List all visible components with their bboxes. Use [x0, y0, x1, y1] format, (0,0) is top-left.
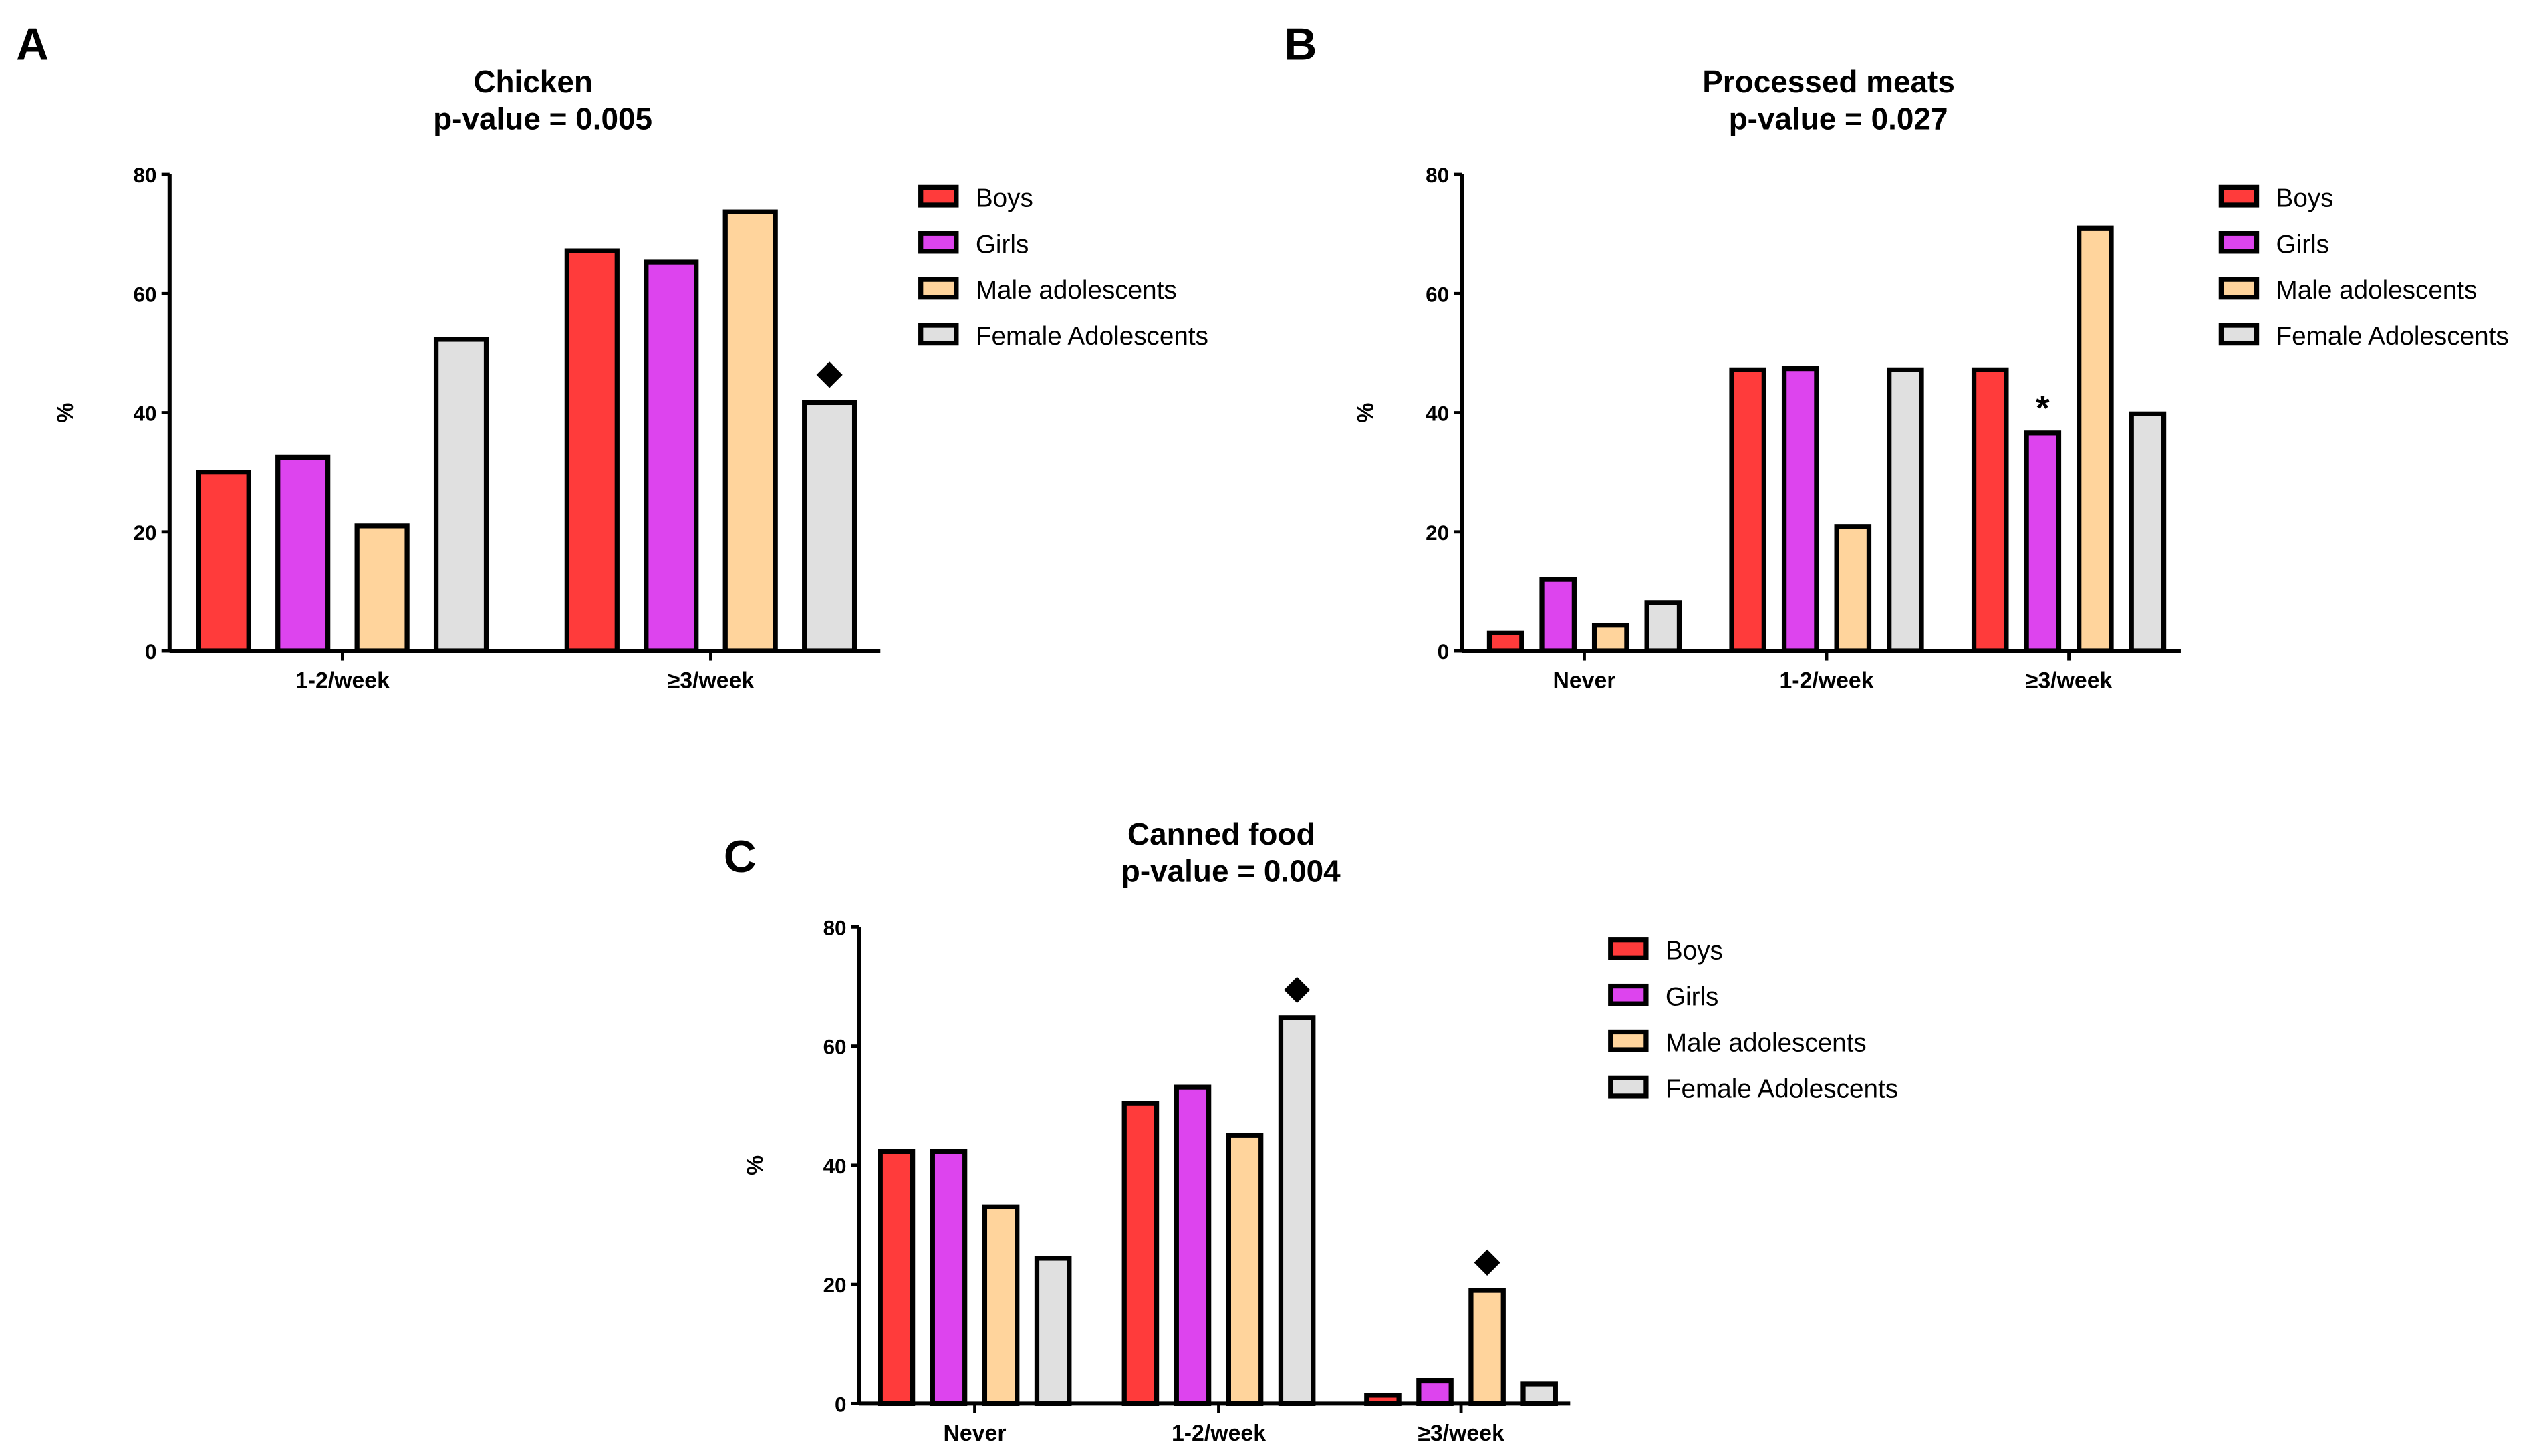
panel-c-bar-girls [930, 1149, 968, 1406]
panel-b-bar-female-adolescents [1887, 367, 1924, 653]
panel-a-legend-swatch [918, 184, 959, 208]
panel-b-y-tick-label: 80 [1426, 164, 1449, 187]
panel-b-bar-male-adolescents [1834, 524, 1872, 653]
panel-c-y-tick-label: 20 [823, 1274, 847, 1297]
panel-a-bar-boys [196, 470, 251, 653]
panel-b-legend-label: Female Adolescents [2276, 322, 2509, 351]
panel-b-bar-boys [1486, 630, 1524, 653]
panel-b-x-tick-label: ≥3/week [2026, 668, 2113, 694]
panel-c-legend-swatch [1608, 937, 1649, 960]
panel-b-legend-label: Boys [2276, 184, 2334, 212]
panel-a-bar-male-adolescents [722, 209, 778, 653]
panel-b-bar-girls [1539, 577, 1577, 653]
panel-c-legend-label: Girls [1665, 983, 1718, 1012]
panel-b-bar-girls [2024, 430, 2062, 653]
panel-a-x-tick-label: 1-2/week [295, 668, 390, 694]
panel-a-bar-boys [564, 248, 620, 653]
panel-a-significance-marker: ◆ [817, 354, 843, 390]
panel-a-legend-label: Boys [976, 184, 1033, 212]
panel-c-bar-girls [1416, 1378, 1454, 1406]
panel-c-legend-label: Male adolescents [1665, 1028, 1867, 1057]
panel-a-legend-swatch [918, 323, 959, 346]
panel-b-bar-boys [1971, 367, 2009, 653]
panel-a-y-tick-label: 60 [134, 283, 157, 306]
panel-a-letter: A [16, 19, 49, 69]
panel-b-bar-female-adolescents [1644, 600, 1682, 653]
panel-a-title: Chicken [473, 64, 593, 99]
panel-b-y-tick-label: 20 [1426, 521, 1449, 545]
panel-c-bar-male-adolescents [982, 1204, 1020, 1406]
panel-c-legend-swatch [1608, 983, 1649, 1006]
panel-b-significance-marker: * [2036, 389, 2050, 428]
panel-c-bar-female-adolescents [1520, 1381, 1558, 1406]
panel-a-legend-label: Girls [976, 230, 1029, 259]
panel-b-bar-male-adolescents [2077, 225, 2114, 653]
panel-b-y-tick-label: 40 [1426, 402, 1449, 426]
panel-b-legend-swatch [2218, 323, 2260, 346]
panel-c-legend-swatch [1608, 1029, 1649, 1052]
panel-b-bar-male-adolescents [1591, 623, 1629, 653]
panel-a-bar-female-adolescents [802, 400, 857, 653]
panel-b-x-tick-label: 1-2/week [1779, 668, 1873, 694]
panel-c-bar-male-adolescents [1226, 1133, 1264, 1406]
panel-b-bar-boys [1729, 367, 1766, 653]
panel-a-x-tick-label: ≥3/week [668, 668, 755, 694]
panel-c-letter: C [724, 832, 757, 882]
panel-c-x-tick-label: ≥3/week [1418, 1421, 1504, 1446]
panel-b-subtitle: p-value = 0.027 [1729, 101, 1948, 136]
panel-c-bar-boys [1121, 1101, 1160, 1406]
panel-c-y-tick-label: 40 [823, 1155, 847, 1178]
panel-a-bar-male-adolescents [354, 523, 410, 653]
panel-c-bar-female-adolescents [1278, 1015, 1316, 1406]
panel-b-bar-female-adolescents [2129, 411, 2167, 653]
panel-c-bar-boys [1364, 1393, 1402, 1406]
panel-b-bar-girls [1781, 366, 1819, 653]
panel-a-y-tick-label: 0 [145, 640, 156, 664]
panel-a-legend-label: Male adolescents [976, 276, 1177, 305]
panel-a-y-tick-label: 20 [134, 521, 157, 545]
panel-c-bar-female-adolescents [1034, 1256, 1072, 1406]
panel-c-subtitle: p-value = 0.004 [1121, 854, 1341, 889]
panel-c-y-label: % [743, 1155, 768, 1175]
panel-a-legend-swatch [918, 231, 959, 254]
panel-b-legend-swatch [2218, 184, 2260, 208]
panel-b-legend-swatch [2218, 231, 2260, 254]
panel-a-bar-girls [644, 259, 699, 653]
panel-c-title: Canned food [1127, 817, 1315, 851]
panel-c-x-tick-label: 1-2/week [1172, 1421, 1266, 1446]
panel-c-y-tick-label: 0 [835, 1393, 846, 1416]
panel-a-y-tick-label: 40 [134, 402, 157, 426]
panel-c-legend-swatch [1608, 1075, 1649, 1099]
panel-c-bar-male-adolescents [1468, 1288, 1506, 1406]
panel-c-y-tick-label: 60 [823, 1036, 847, 1059]
panel-b-letter: B [1285, 19, 1317, 69]
panel-c-bar-boys [878, 1149, 916, 1406]
panel-b-legend-label: Male adolescents [2276, 276, 2478, 305]
panel-c-legend-label: Boys [1665, 937, 1723, 966]
panel-a-legend-swatch [918, 277, 959, 300]
panel-b-legend-label: Girls [2276, 230, 2329, 259]
panel-a-bar-female-adolescents [433, 337, 489, 653]
panel-c-y-tick-label: 80 [823, 916, 847, 939]
panel-a-subtitle: p-value = 0.005 [433, 101, 652, 136]
panel-b-x-tick-label: Never [1553, 668, 1615, 694]
panel-c-significance-marker: ◆ [1284, 970, 1310, 1006]
panel-b-y-tick-label: 0 [1438, 640, 1449, 664]
panel-b-legend-swatch [2218, 277, 2260, 300]
panel-c-significance-marker: ◆ [1474, 1242, 1500, 1278]
panel-b-y-tick-label: 60 [1426, 283, 1449, 306]
panel-b-title: Processed meats [1702, 64, 1955, 99]
panel-c-bar-girls [1174, 1084, 1212, 1406]
panel-a-y-label: % [53, 402, 78, 422]
panel-c-legend-label: Female Adolescents [1665, 1074, 1898, 1103]
panel-a-legend-label: Female Adolescents [976, 322, 1208, 351]
panel-c-x-tick-label: Never [944, 1421, 1007, 1446]
panel-a-bar-girls [275, 454, 331, 653]
panel-b-y-label: % [1353, 402, 1378, 422]
panel-a-y-tick-label: 80 [134, 164, 157, 187]
